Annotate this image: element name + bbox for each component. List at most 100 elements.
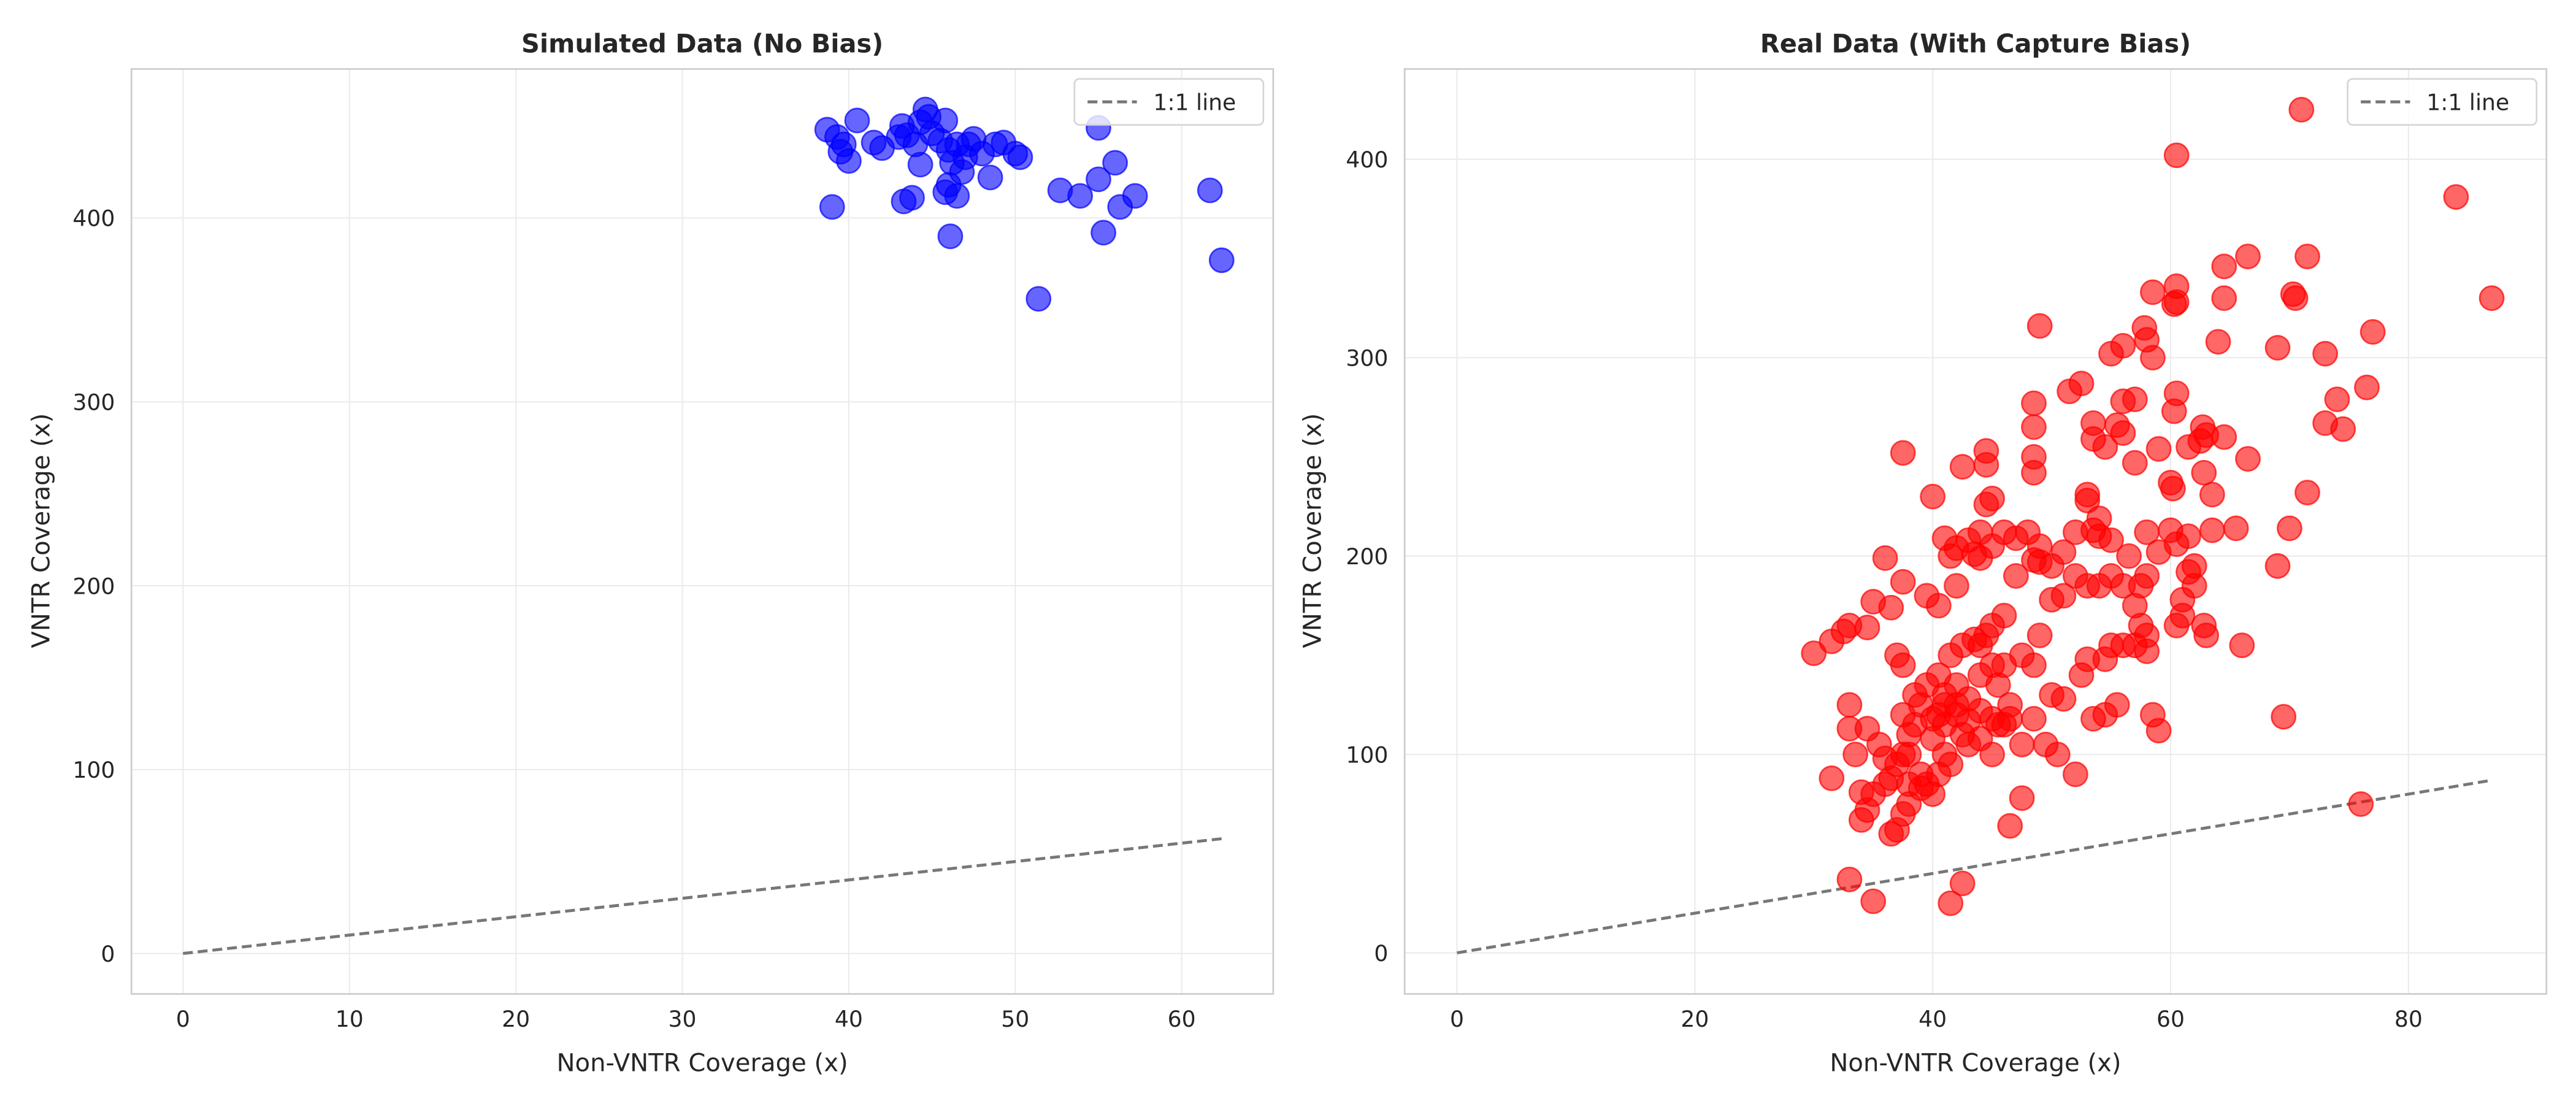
y-axis-label: VNTR Coverage (x)	[27, 413, 55, 648]
data-point	[2354, 374, 2380, 401]
data-point	[937, 223, 964, 250]
data-point	[2288, 96, 2315, 123]
grid	[131, 69, 1273, 994]
data-point	[2193, 623, 2220, 648]
data-point	[1007, 144, 1033, 171]
y-tick-label: 300	[1346, 345, 1388, 372]
one-to-one-line	[183, 837, 1222, 955]
data-point	[844, 107, 870, 134]
data-point	[2003, 563, 2029, 589]
x-axis-label: Non-VNTR Coverage (x)	[557, 1049, 848, 1077]
data-point	[2443, 184, 2469, 210]
y-axis-label: VNTR Coverage (x)	[1299, 413, 1327, 648]
data-point	[899, 185, 925, 211]
x-tick-label: 0	[1450, 1006, 1464, 1032]
data-point	[1955, 686, 1982, 712]
data-point	[2294, 243, 2320, 270]
x-tick-label: 0	[176, 1006, 190, 1032]
data-point	[2211, 285, 2237, 312]
data-point	[2062, 761, 2088, 788]
data-point	[2021, 414, 2047, 440]
data-point	[2122, 450, 2148, 476]
data-point	[1973, 451, 1999, 478]
data-point	[2039, 682, 2064, 708]
data-point	[1197, 177, 1223, 204]
data-point	[1819, 765, 1845, 791]
data-point	[1938, 751, 1964, 778]
data-point	[2140, 345, 2166, 371]
legend: 1:1 line	[1073, 78, 1265, 126]
data-point	[2145, 718, 2172, 744]
data-point	[2348, 791, 2374, 817]
data-point	[2080, 426, 2106, 452]
data-point	[2277, 515, 2302, 542]
data-point	[2211, 424, 2237, 450]
data-point	[977, 164, 1003, 191]
data-point	[2160, 475, 2186, 502]
data-point	[2175, 559, 2201, 585]
data-point	[1890, 569, 1916, 595]
y-tick-label: 400	[1346, 147, 1388, 173]
data-point	[1979, 742, 2006, 767]
data-point	[1091, 220, 1116, 246]
data-point	[2021, 652, 2047, 678]
data-point	[2074, 488, 2101, 513]
legend-label: 1:1 line	[1153, 89, 1236, 115]
data-point	[2134, 519, 2160, 545]
x-tick-label: 30	[669, 1006, 697, 1032]
data-point	[2235, 243, 2261, 270]
data-point	[2026, 313, 2053, 339]
data-point	[1907, 775, 1934, 801]
data-point	[1949, 454, 1976, 480]
data-point	[2145, 436, 2172, 462]
legend-label: 1:1 line	[2426, 89, 2509, 115]
one-to-one-line	[1457, 778, 2492, 954]
data-point	[2140, 279, 2166, 305]
data-point	[2223, 515, 2249, 542]
data-point	[2116, 543, 2142, 569]
data-point	[1878, 594, 1904, 621]
data-point	[1848, 779, 1874, 805]
data-point	[2312, 340, 2338, 367]
data-point	[2271, 703, 2297, 730]
x-tick-label: 50	[1001, 1006, 1029, 1032]
y-tick-label: 200	[1346, 543, 1388, 570]
data-point	[1920, 483, 1946, 510]
data-point	[2086, 505, 2112, 532]
data-point	[1086, 166, 1111, 193]
legend-box	[1073, 78, 1265, 126]
data-point	[907, 151, 933, 178]
x-tick-label: 80	[2394, 1006, 2423, 1032]
data-point	[932, 107, 959, 134]
scatter-points	[814, 96, 1235, 312]
data-point	[2068, 370, 2095, 397]
data-point	[2294, 480, 2320, 506]
data-point	[2211, 253, 2237, 280]
data-point	[1920, 726, 1946, 752]
y-tick-label: 0	[101, 941, 115, 967]
data-point	[1979, 652, 2006, 678]
data-point	[1938, 543, 1964, 569]
x-axis-label: Non-VNTR Coverage (x)	[1830, 1049, 2121, 1077]
x-tick-label: 60	[2156, 1006, 2185, 1032]
legend-box	[2347, 78, 2538, 126]
data-point	[2199, 517, 2225, 543]
data-point	[2478, 285, 2505, 312]
y-tick-label: 100	[1346, 742, 1388, 768]
data-point	[1944, 573, 1969, 599]
legend: 1:1 line	[2347, 78, 2538, 126]
chart-title: Simulated Data (No Bias)	[521, 29, 883, 59]
data-point	[1961, 541, 1987, 567]
data-point	[2033, 732, 2059, 757]
data-point	[1819, 628, 1845, 654]
data-point	[2312, 410, 2338, 436]
data-point	[2009, 732, 2035, 757]
data-point	[2191, 459, 2217, 486]
data-point	[1208, 247, 1235, 274]
data-point	[2026, 623, 2053, 648]
data-point	[1938, 642, 1964, 669]
data-point	[2050, 583, 2077, 609]
data-point	[2324, 386, 2350, 412]
data-point	[2163, 142, 2190, 169]
y-tick-label: 400	[72, 205, 115, 232]
